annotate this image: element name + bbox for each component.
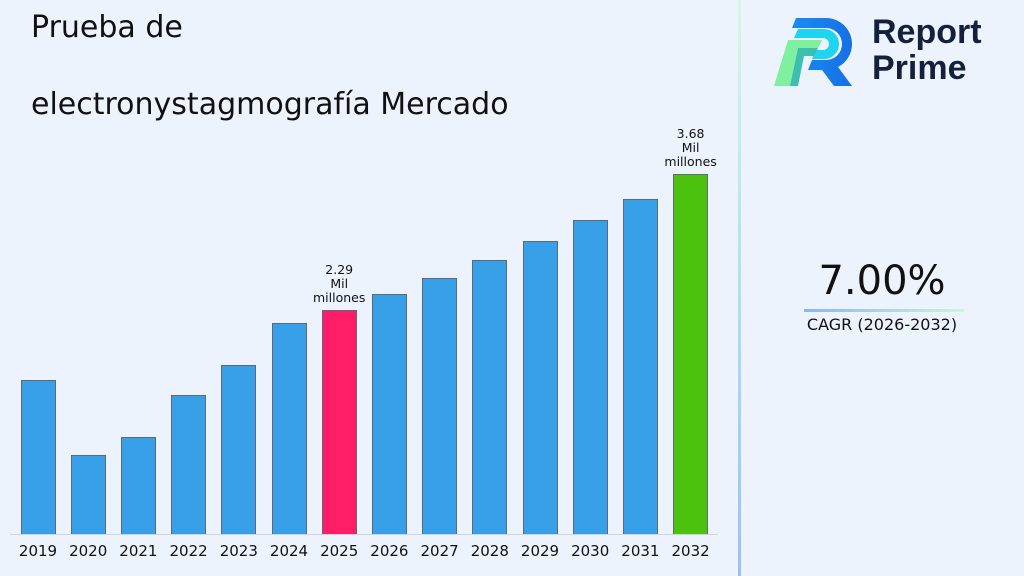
x-tick-label: 2024: [269, 542, 309, 560]
bar-value-label-unit1: Mil: [330, 276, 349, 291]
logo-text-line2: Prime: [872, 49, 967, 87]
bar-value-label-unit2: millones: [664, 154, 717, 169]
chart-title-line1: Prueba de: [31, 10, 183, 45]
cagr-underline: [804, 309, 964, 312]
x-tick-label: 2031: [621, 542, 660, 560]
bar-2019: [20, 380, 56, 534]
x-tick-label: 2025: [320, 542, 359, 560]
x-tick-label: 2021: [119, 542, 158, 560]
panel-divider: [738, 0, 741, 576]
x-tick-label: 2032: [671, 542, 710, 560]
x-tick-label: 2029: [520, 542, 560, 560]
x-tick-label: 2019: [18, 542, 58, 560]
report-prime-logo: Report Prime: [768, 14, 1008, 90]
bar-2021: [120, 437, 156, 534]
x-tick-label: 2028: [470, 542, 509, 560]
chart-title: Prueba de electronystagmografía Mercado: [31, 8, 631, 125]
bar-2029: [522, 241, 558, 534]
x-axis-line: [10, 534, 718, 535]
bar-2027: [422, 278, 458, 534]
bar-2032: [673, 174, 709, 534]
bar-2025: [321, 310, 357, 534]
bar-2030: [572, 220, 608, 534]
bar-value-label-unit1: Mil: [681, 140, 700, 155]
bar-2028: [472, 260, 508, 534]
cagr-value: 7.00%: [818, 258, 946, 304]
bar-value-label: 2.29 Mil millones: [299, 263, 379, 305]
bar-value-label: 3.68 Mil millones: [651, 127, 731, 169]
bar-2024: [271, 323, 307, 534]
report-prime-logo-icon: [774, 18, 852, 86]
logo-text-line1: Report: [872, 13, 982, 51]
bar-chart: 2019 2020 2021 2022 2023 2024 2025 2.29 Mil millo…: [10, 127, 731, 560]
bar-2026: [371, 294, 407, 534]
cagr-label: CAGR (2026-2032): [806, 315, 958, 334]
bar-2023: [221, 365, 257, 534]
x-tick-label: 2020: [69, 542, 108, 560]
x-tick-label: 2022: [169, 542, 208, 560]
x-tick-label: 2023: [219, 542, 258, 560]
bar-value-label-unit2: millones: [313, 290, 366, 305]
bar-value-label-value: 2.29: [325, 262, 354, 277]
chart-title-line2: electronystagmografía Mercado: [31, 87, 509, 122]
x-tick-label: 2027: [420, 542, 459, 560]
x-tick-label: 2026: [370, 542, 409, 560]
x-tick-label: 2030: [571, 542, 610, 560]
bar-2031: [622, 199, 658, 534]
bar-value-label-value: 3.68: [676, 126, 705, 141]
bar-2020: [70, 455, 106, 534]
logo-text: Report Prime: [872, 14, 982, 86]
bar-2022: [171, 395, 207, 534]
